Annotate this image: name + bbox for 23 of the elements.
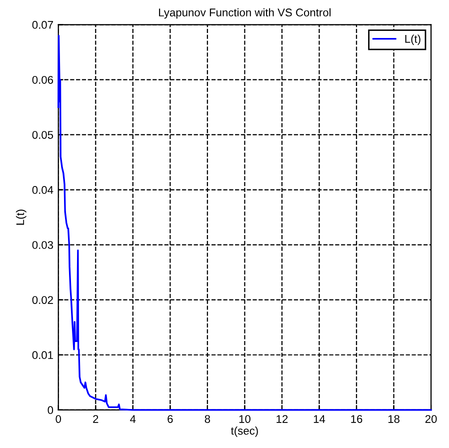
x-tick-label: 18	[388, 415, 400, 423]
y-tick-label: 0.01	[32, 351, 53, 360]
y-tick-label: 0	[48, 406, 54, 414]
legend-label: L(t)	[405, 34, 420, 45]
x-tick-label: 14	[314, 415, 326, 423]
y-tick-label: 0.06	[32, 76, 54, 84]
x-tick-label: 0	[56, 415, 62, 423]
y-tick-label: 0.05	[32, 130, 54, 139]
y-tick-label: 0.03	[32, 241, 54, 249]
chart-title: Lyapunov Function with VS Control	[159, 8, 331, 19]
y-tick-label: 0.04	[32, 186, 54, 194]
x-tick-label: 12	[276, 415, 288, 423]
x-tick-label: 6	[168, 415, 173, 423]
x-tick-label: 16	[351, 415, 362, 423]
y-tick-label: 0.07	[32, 20, 53, 29]
y-tick-label: 0.02	[32, 296, 53, 304]
x-tick-label: 4	[130, 415, 136, 423]
x-tick-label: 10	[239, 415, 250, 423]
x-tick-label: 2	[93, 415, 98, 423]
x-axis-title: t(sec)	[230, 426, 258, 437]
y-axis-title: L(t)	[16, 210, 26, 225]
x-tick-label: 20	[425, 415, 437, 423]
x-tick-label: 8	[204, 415, 210, 423]
